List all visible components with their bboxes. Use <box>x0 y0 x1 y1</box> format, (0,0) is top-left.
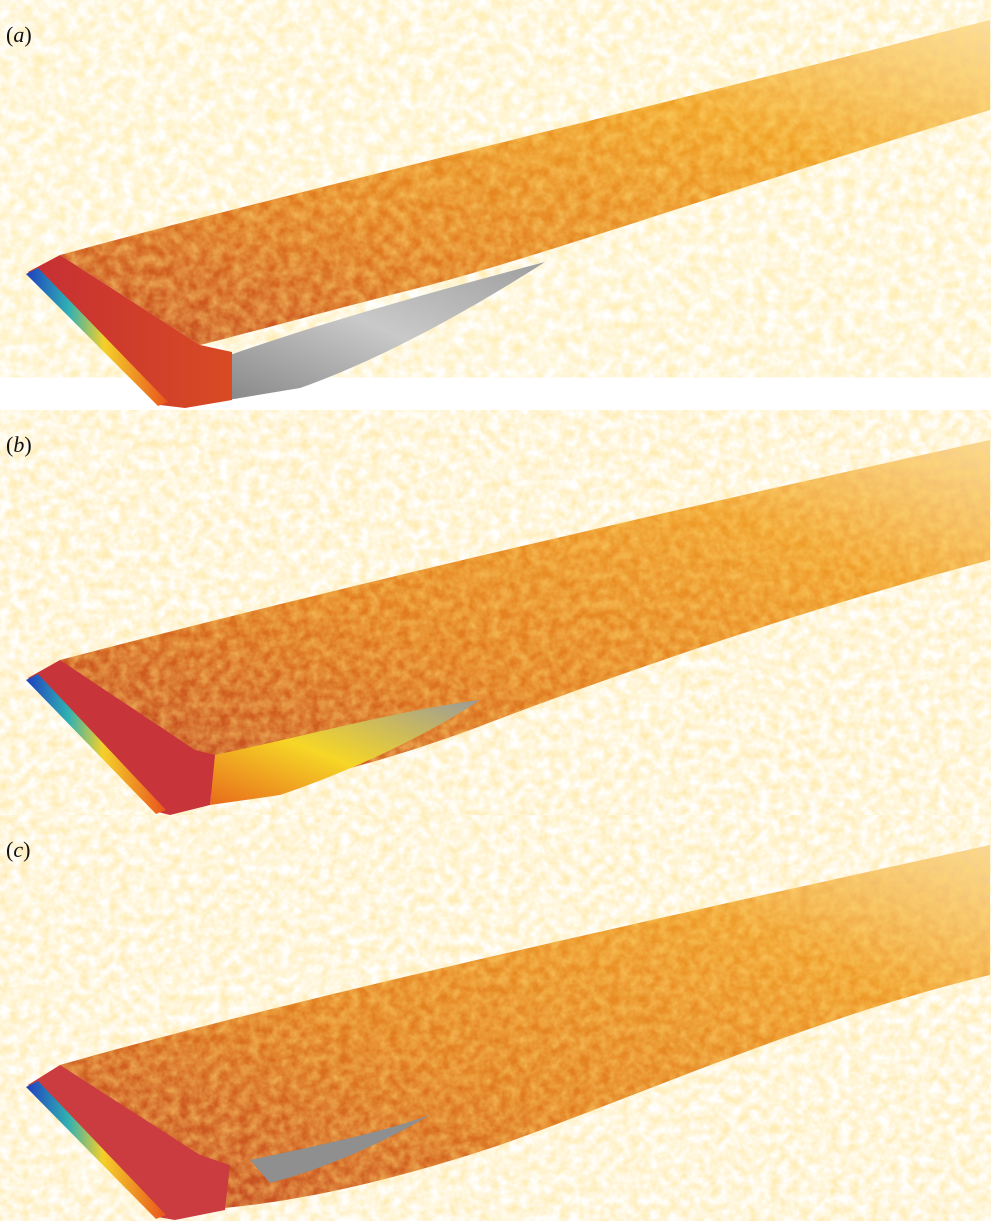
panel-b: (b) <box>0 410 991 815</box>
flow-visualization-b <box>26 440 990 815</box>
wake-texture <box>60 20 990 345</box>
flow-visualization-a <box>26 20 990 408</box>
wing-leading-edge <box>28 1065 230 1220</box>
panel-c: (c) <box>0 815 991 1221</box>
wake-texture <box>60 440 990 795</box>
wake-texture <box>60 845 990 1210</box>
separated-region <box>210 700 480 805</box>
leading-edge-color-band <box>26 268 168 406</box>
wing-leading-edge <box>28 660 215 815</box>
leading-edge-color-band <box>26 1081 166 1219</box>
panel-label-b: (b) <box>6 432 32 457</box>
leading-edge-color-band <box>26 674 166 814</box>
flow-visualization-c <box>26 845 990 1220</box>
wing-surface-grey <box>228 262 545 400</box>
panel-label-a: (a) <box>6 22 32 47</box>
wing-leading-edge <box>28 255 232 408</box>
wing-surface-grey <box>250 1115 430 1183</box>
panel-a: (a) <box>0 0 991 410</box>
panel-label-c: (c) <box>6 837 31 862</box>
